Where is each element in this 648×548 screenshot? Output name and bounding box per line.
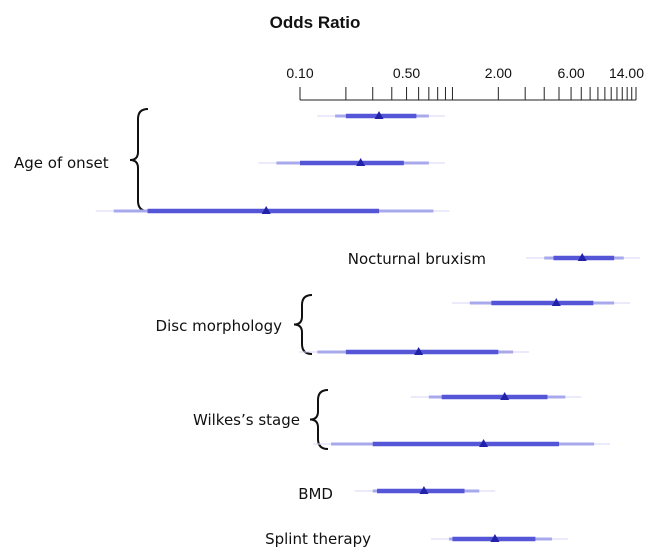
group-brace [309, 389, 329, 450]
point-estimate [414, 347, 424, 355]
estimate-row [526, 253, 640, 261]
group-label: Wilkes’s stage [193, 411, 300, 429]
estimate-row [313, 439, 611, 447]
x-axis: 0.10 0.50 2.00 6.00 14.00 [286, 65, 644, 101]
estimate-row [410, 392, 582, 400]
estimate-rows [95, 111, 640, 542]
x-tick-label: 14.00 [609, 65, 644, 81]
point-estimate [374, 111, 384, 119]
group-label: BMD [298, 485, 333, 503]
point-estimate [356, 158, 366, 166]
point-estimate [500, 392, 510, 400]
point-estimate [419, 486, 429, 494]
group-label: Disc morphology [156, 317, 283, 335]
x-tick-label: 0.10 [286, 65, 313, 81]
x-tick-label: 2.00 [485, 65, 512, 81]
estimate-row [317, 111, 445, 119]
point-estimate [261, 206, 271, 214]
point-estimate [551, 298, 561, 306]
x-tick-label: 0.50 [393, 65, 420, 81]
estimate-row [451, 298, 631, 306]
group-labels: Age of onset Nocturnal bruxism Disc morpho… [14, 154, 486, 548]
estimate-row [95, 206, 450, 214]
group-brace [293, 294, 313, 355]
group-label: Splint therapy [265, 530, 371, 548]
point-estimate [490, 534, 500, 542]
estimate-row [431, 534, 569, 542]
point-estimate [577, 253, 587, 261]
estimate-row [299, 347, 530, 355]
group-braces [129, 108, 329, 450]
x-tick-label: 6.00 [557, 65, 584, 81]
chart-title: Odds Ratio [270, 13, 361, 32]
group-label: Nocturnal bruxism [348, 250, 486, 268]
group-brace [129, 108, 149, 212]
point-estimate [479, 439, 489, 447]
group-label: Age of onset [14, 154, 109, 172]
estimate-row [258, 158, 445, 166]
estimate-row [354, 486, 496, 494]
